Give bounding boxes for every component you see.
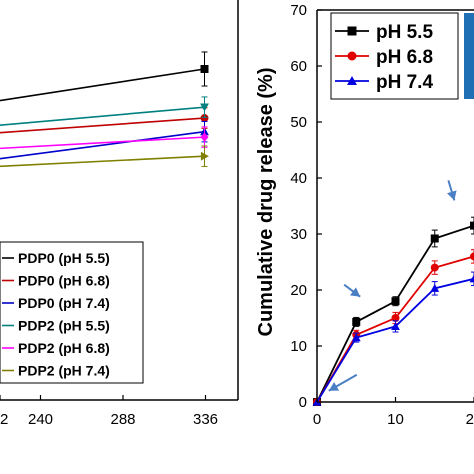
- left-series-1: [0, 51, 209, 102]
- right-y-axis-label: Cumulative drug release (%): [255, 68, 277, 337]
- right-legend-swatch-marker: [347, 76, 357, 86]
- right-x-tick-label: 20: [466, 411, 474, 428]
- left-legend-label: PDP2 (pH 7.4): [18, 363, 110, 379]
- left-x-ticks: 2 240 288 336: [0, 395, 218, 428]
- left-legend-box: [0, 241, 144, 384]
- right-data-point: [391, 314, 400, 322]
- left-x-tick-label: 2: [0, 411, 8, 428]
- left-series-line: [0, 117, 205, 134]
- left-legend-item: PDP0 (pH 7.4): [2, 295, 110, 311]
- right-arrow: [328, 373, 358, 392]
- right-legend-item: pH 5.5: [335, 22, 433, 43]
- left-series-line: [0, 68, 205, 102]
- right-data-point: [430, 283, 440, 292]
- left-chart: 2 240 288 336 PDP0 (pH 5.5)PDP0 (pH 6.8)PDP…: [0, 0, 239, 428]
- left-legend-item: PDP2 (pH 6.8): [2, 340, 110, 356]
- right-x-tick-label: 10: [387, 411, 404, 428]
- right-y-tick-label: 0: [299, 394, 307, 411]
- right-legend-label: pH 6.8: [376, 47, 433, 68]
- right-legend: pH 5.5 pH 6.8 pH 7.4: [335, 22, 433, 93]
- left-x-tick-label: 336: [193, 411, 218, 428]
- left-series-line: [0, 130, 205, 160]
- right-y-tick-label: 30: [290, 226, 307, 243]
- right-legend-swatch-marker: [347, 26, 357, 36]
- right-arrow: [446, 180, 457, 201]
- left-series-layer: [0, 51, 209, 168]
- right-legend-label: pH 7.4: [376, 72, 433, 93]
- left-legend-item: PDP0 (pH 5.5): [2, 250, 110, 266]
- right-data-point: [469, 274, 474, 283]
- right-error-bar: [471, 216, 474, 235]
- right-data-point: [430, 234, 439, 243]
- left-legend-label: PDP0 (pH 5.5): [18, 250, 110, 266]
- right-y-tick-label: 70: [290, 2, 307, 19]
- left-series-6: [0, 145, 209, 168]
- right-chart: Cumulative drug release (%) 0 10 20 30 40 50 6…: [255, 2, 474, 428]
- right-data-point: [391, 297, 400, 306]
- right-data-point: [391, 322, 400, 330]
- right-y-tick-label: 60: [290, 58, 307, 75]
- left-legend-label: PDP2 (pH 6.8): [18, 340, 110, 356]
- left-legend-label: PDP2 (pH 5.5): [18, 318, 110, 334]
- left-x-tick-label: 240: [28, 411, 53, 428]
- left-series-line: [0, 136, 205, 150]
- right-x-tick-label: 0: [313, 411, 321, 428]
- left-legend-label: PDP0 (pH 7.4): [18, 295, 110, 311]
- right-data-point: [470, 221, 474, 230]
- right-arrow: [343, 283, 361, 298]
- left-data-point: [200, 65, 209, 73]
- left-x-tick-label: 288: [110, 411, 135, 428]
- right-legend-item: pH 6.8: [335, 47, 433, 68]
- right-annotation-arrows: [328, 180, 457, 392]
- right-data-point: [352, 317, 361, 326]
- left-series-line: [0, 106, 205, 126]
- right-error-bar: [471, 249, 474, 264]
- right-series-layer: [312, 216, 474, 406]
- left-legend: PDP0 (pH 5.5) PDP0 (pH 6.8) PDP0 (pH 7.4) P…: [2, 250, 110, 379]
- right-series-3: [312, 271, 474, 406]
- right-y-ticks: 0 10 20 30 40 50 60 70: [290, 2, 322, 411]
- right-data-point: [470, 252, 474, 261]
- right-y-tick-label: 20: [290, 282, 307, 299]
- left-legend-item: PDP0 (pH 6.8): [2, 273, 110, 289]
- right-data-point: [430, 263, 439, 272]
- right-legend-swatch-marker: [347, 51, 357, 61]
- right-data-point: [351, 333, 361, 342]
- left-series-5: [0, 126, 209, 150]
- right-y-tick-label: 40: [290, 170, 307, 187]
- left-data-point: [200, 103, 209, 112]
- left-series-4: [0, 96, 209, 126]
- right-error-bar: [471, 271, 474, 287]
- left-legend-item: PDP2 (pH 7.4): [2, 363, 110, 379]
- left-data-point: [200, 151, 209, 161]
- left-legend-label: PDP0 (pH 6.8): [18, 273, 110, 289]
- right-legend-item: pH 7.4: [335, 72, 433, 93]
- right-legend-label: pH 5.5: [376, 22, 433, 43]
- right-y-tick-label: 50: [290, 114, 307, 131]
- right-edge-blue-block: [464, 13, 474, 99]
- left-legend-item: PDP2 (pH 5.5): [2, 318, 110, 334]
- left-data-point: [200, 132, 209, 142]
- right-y-tick-label: 10: [290, 338, 307, 355]
- left-data-point: [200, 114, 209, 123]
- left-series-line: [0, 155, 205, 168]
